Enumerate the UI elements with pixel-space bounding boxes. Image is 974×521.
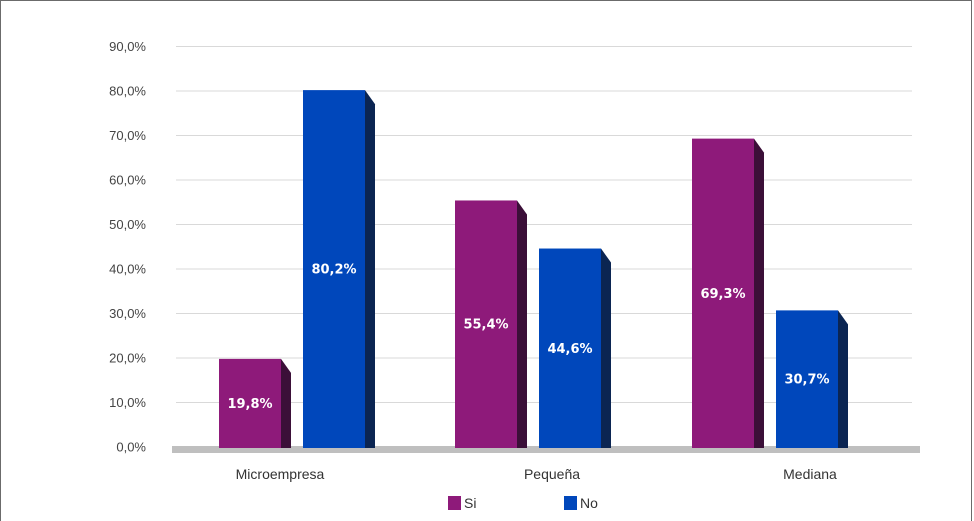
bar-side — [517, 200, 527, 448]
bar-data-label: 44,6% — [547, 342, 592, 357]
y-tick-label: 30,0% — [109, 306, 146, 321]
y-tick-label: 10,0% — [109, 395, 146, 410]
y-tick-label: 20,0% — [109, 351, 146, 366]
bar-data-label: 55,4% — [463, 318, 508, 333]
floor-plane — [172, 446, 920, 453]
legend-swatch — [448, 496, 461, 510]
y-tick-label: 70,0% — [109, 128, 146, 143]
legend-swatch — [564, 496, 577, 510]
chart-floor — [172, 446, 920, 453]
y-tick-label: 80,0% — [109, 84, 146, 99]
y-axis: 0,0% 10,0% 20,0% 30,0% 40,0% 50,0% 60,0% 70,0% 8… — [109, 39, 146, 455]
bar — [455, 200, 517, 448]
bar-side — [754, 138, 764, 449]
bars: 19,8% 80,2% 55,4% 44,6% 69,3% 30,7% — [219, 90, 848, 449]
bar-side — [838, 310, 848, 448]
bar-side — [365, 90, 375, 449]
x-category-label: Mediana — [783, 466, 837, 482]
bar-data-label: 69,3% — [700, 287, 745, 302]
bar — [303, 90, 365, 449]
bar — [219, 358, 281, 448]
bar-data-label: 30,7% — [784, 373, 829, 388]
y-tick-label: 90,0% — [109, 39, 146, 54]
bar — [692, 138, 754, 449]
legend-label: No — [580, 495, 598, 511]
y-tick-label: 50,0% — [109, 217, 146, 232]
x-axis: Microempresa Pequeña Mediana — [236, 466, 837, 482]
bar — [539, 248, 601, 448]
x-category-label: Microempresa — [236, 466, 325, 482]
bar — [776, 310, 838, 448]
bar-data-label: 19,8% — [227, 397, 272, 412]
bar-side — [601, 248, 611, 448]
y-tick-label: 40,0% — [109, 262, 146, 277]
legend: Si No — [448, 495, 598, 511]
bar-side — [281, 358, 291, 448]
y-tick-label: 60,0% — [109, 173, 146, 188]
bar-data-label: 80,2% — [311, 263, 356, 278]
x-category-label: Pequeña — [524, 466, 580, 482]
legend-label: Si — [464, 495, 476, 511]
y-tick-label: 0,0% — [116, 440, 146, 455]
